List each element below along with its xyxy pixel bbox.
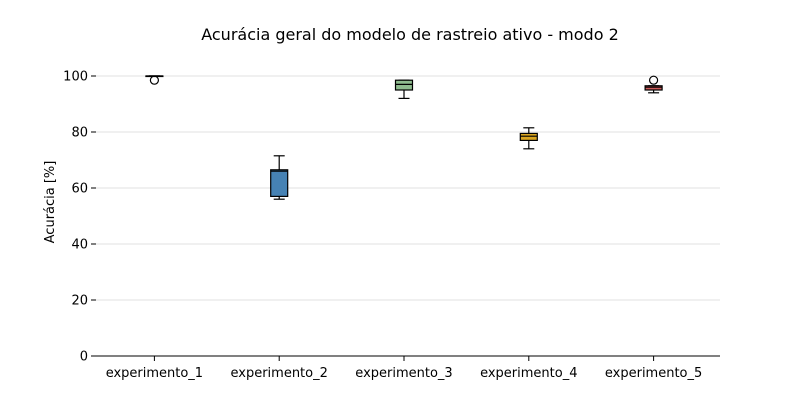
box-experimento_1 bbox=[145, 75, 164, 85]
boxes bbox=[145, 75, 663, 200]
outlier-point bbox=[648, 75, 659, 85]
box-experimento_3 bbox=[394, 79, 414, 100]
y-tick-label: 60 bbox=[71, 182, 88, 197]
box-body bbox=[270, 169, 289, 198]
chart-title: Acurácia geral do modelo de rastreio ati… bbox=[201, 25, 619, 44]
box-experimento_5 bbox=[644, 75, 663, 94]
x-tick-label: experimento_2 bbox=[230, 366, 327, 381]
y-tick-label: 80 bbox=[71, 126, 88, 141]
grid-lines bbox=[96, 75, 720, 301]
box-experimento_2 bbox=[270, 155, 289, 200]
y-ticks: 0 20 40 60 80 100 bbox=[63, 70, 96, 365]
box-body bbox=[394, 79, 414, 91]
x-ticks: experimento_1 experimento_2 experimento_3 e… bbox=[106, 356, 702, 381]
y-tick-label: 100 bbox=[63, 70, 88, 85]
box-experimento_4 bbox=[519, 127, 538, 150]
y-axis-label: Acurácia [%] bbox=[43, 161, 58, 244]
y-tick-label: 20 bbox=[71, 294, 88, 309]
box-body bbox=[519, 132, 538, 141]
y-tick-label: 40 bbox=[71, 238, 88, 253]
y-tick-label: 0 bbox=[80, 350, 88, 365]
x-tick-label: experimento_3 bbox=[355, 366, 452, 381]
x-tick-label: experimento_1 bbox=[106, 366, 203, 381]
x-tick-label: experimento_5 bbox=[605, 366, 702, 381]
outlier-point bbox=[149, 75, 159, 85]
x-tick-label: experimento_4 bbox=[480, 366, 577, 381]
box-body bbox=[644, 85, 663, 91]
